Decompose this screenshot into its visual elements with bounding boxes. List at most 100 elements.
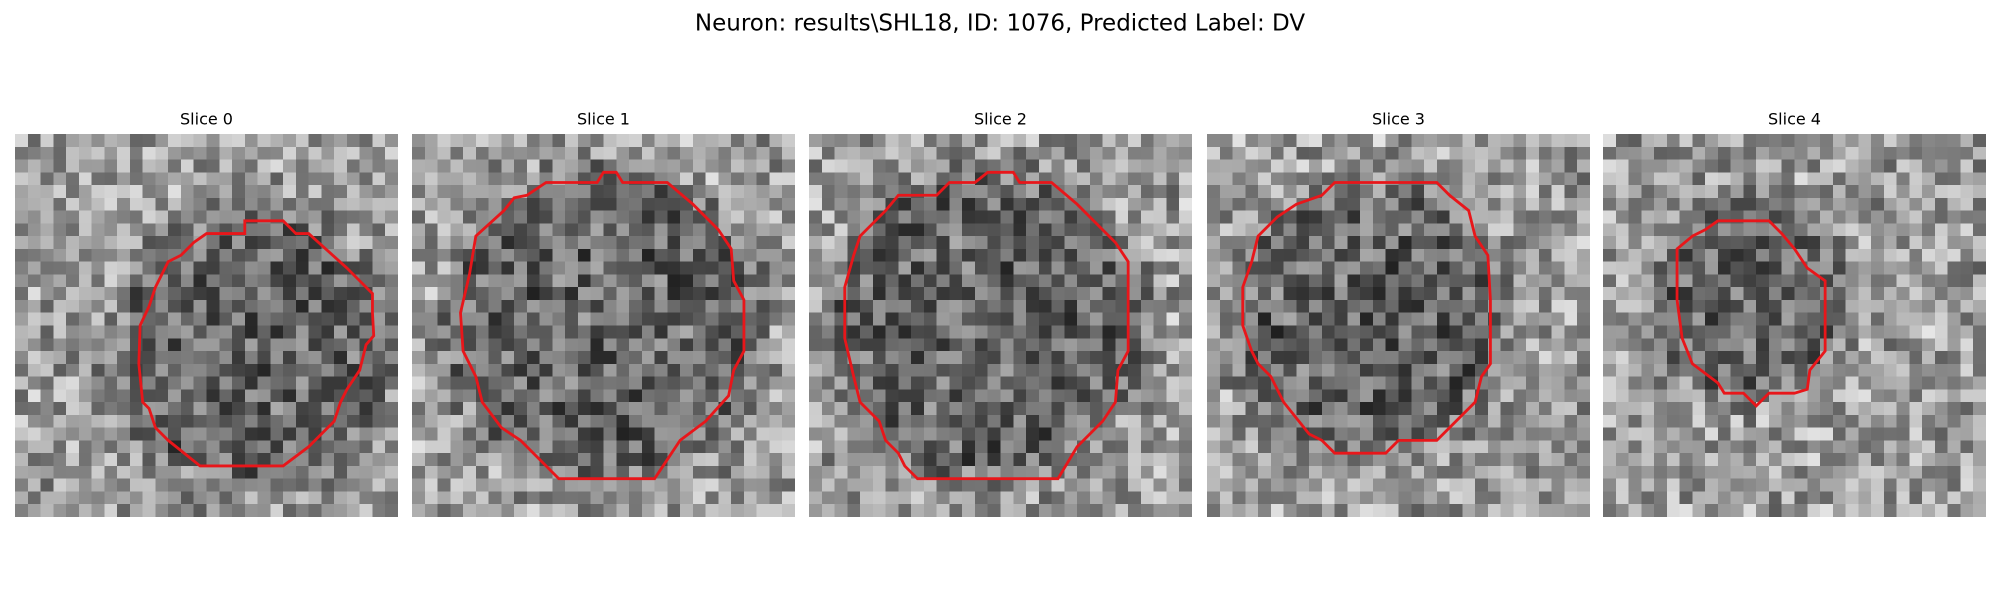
slice-title: Slice 3 [1372, 110, 1425, 129]
pixel [1283, 376, 1297, 390]
pixel [475, 325, 489, 339]
pixel [206, 351, 220, 365]
pixel [718, 185, 732, 199]
pixel [692, 223, 706, 237]
pixel [1296, 159, 1310, 173]
pixel [1360, 389, 1374, 403]
pixel [488, 185, 502, 199]
pixel [1115, 402, 1129, 416]
pixel [129, 414, 143, 428]
pixel [911, 478, 925, 492]
pixel [1526, 504, 1540, 517]
pixel [257, 465, 271, 479]
pixel [91, 299, 105, 313]
pixel [1321, 376, 1335, 390]
pixel [718, 261, 732, 275]
pixel [117, 402, 131, 416]
pixel [117, 478, 131, 492]
pixel [756, 172, 770, 186]
pixel [27, 440, 41, 454]
pixel [308, 274, 322, 288]
pixel [1140, 478, 1154, 492]
pixel [270, 185, 284, 199]
pixel [539, 338, 553, 352]
pixel [1309, 134, 1323, 148]
pixel [142, 172, 156, 186]
pixel [1013, 376, 1027, 390]
pixel [936, 351, 950, 365]
pixel [1245, 363, 1259, 377]
pixel [821, 287, 835, 301]
pixel [91, 376, 105, 390]
pixel [603, 363, 617, 377]
pixel [1909, 223, 1923, 237]
pixel [1960, 223, 1974, 237]
pixel [1615, 478, 1629, 492]
pixel [565, 236, 579, 250]
pixel [372, 248, 386, 262]
pixel [1475, 210, 1489, 224]
pixel [15, 427, 29, 441]
pixel [1064, 414, 1078, 428]
pixel [1153, 427, 1167, 441]
pixel [1372, 159, 1386, 173]
pixel [1883, 389, 1897, 403]
pixel [206, 389, 220, 403]
pixel [1296, 210, 1310, 224]
pixel [155, 312, 169, 326]
pixel [359, 491, 373, 505]
pixel [412, 274, 426, 288]
pixel [616, 465, 630, 479]
pixel [1128, 440, 1142, 454]
pixel [1845, 440, 1859, 454]
pixel [962, 491, 976, 505]
pixel [1666, 172, 1680, 186]
pixel [180, 478, 194, 492]
pixel [463, 299, 477, 313]
pixel [104, 389, 118, 403]
pixel [206, 414, 220, 428]
pixel [424, 453, 438, 467]
pixel [1526, 185, 1540, 199]
pixel [1526, 146, 1540, 160]
pixel [692, 338, 706, 352]
pixel [232, 134, 246, 148]
pixel [1360, 478, 1374, 492]
pixel [1207, 465, 1221, 479]
pixel [1321, 287, 1335, 301]
pixel [1538, 134, 1552, 148]
pixel [1820, 363, 1834, 377]
pixel [1538, 376, 1552, 390]
pixel [1334, 261, 1348, 275]
pixel [923, 210, 937, 224]
pixel [1372, 389, 1386, 403]
pixel [1564, 210, 1578, 224]
pixel [1026, 159, 1040, 173]
pixel [1743, 248, 1757, 262]
pixel [1615, 210, 1629, 224]
pixel [15, 248, 29, 262]
pixel [1128, 465, 1142, 479]
pixel [1756, 146, 1770, 160]
pixel [680, 248, 694, 262]
pixel [1934, 223, 1948, 237]
pixel [1360, 465, 1374, 479]
pixel [1462, 351, 1476, 365]
pixel [463, 338, 477, 352]
pixel [1347, 453, 1361, 467]
pixel [667, 134, 681, 148]
pixel [1564, 197, 1578, 211]
pixel [1794, 172, 1808, 186]
pixel [885, 453, 899, 467]
pixel [53, 210, 67, 224]
pixel [962, 453, 976, 467]
pixel [565, 465, 579, 479]
pixel [1692, 312, 1706, 326]
pixel [629, 223, 643, 237]
pixel [1564, 465, 1578, 479]
pixel [437, 389, 451, 403]
pixel [769, 427, 783, 441]
pixel [1551, 312, 1565, 326]
pixel [1564, 274, 1578, 288]
pixel [1102, 172, 1116, 186]
